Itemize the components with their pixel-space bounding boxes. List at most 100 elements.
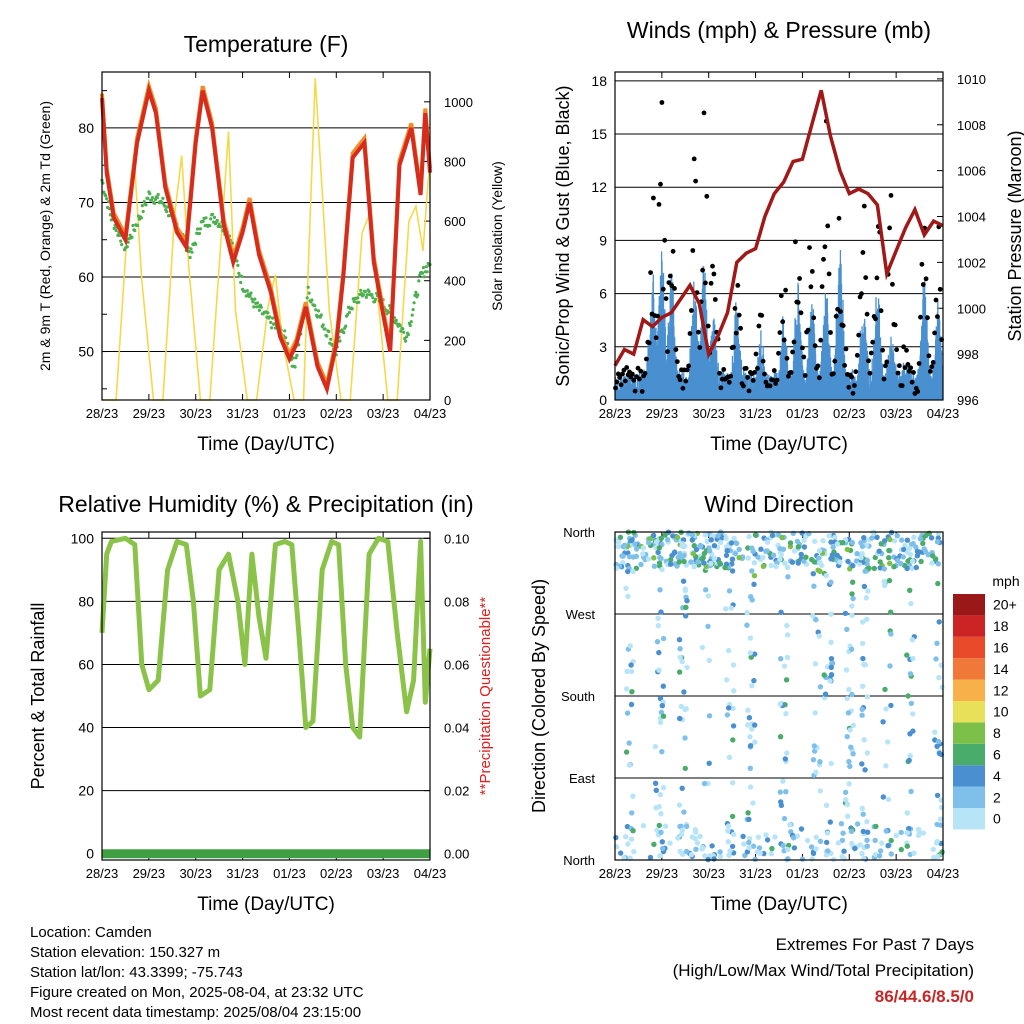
- direction-point: [638, 561, 644, 568]
- y-tick-label: 12: [591, 179, 607, 195]
- dewpoint-point: [163, 204, 167, 208]
- dewpoint-point: [405, 335, 409, 339]
- gust-point: [863, 275, 869, 280]
- colorbar-label: 18: [993, 618, 1009, 634]
- dewpoint-point: [323, 327, 327, 331]
- direction-point: [844, 733, 850, 740]
- direction-point: [660, 635, 667, 642]
- dewpoint-point: [412, 301, 416, 305]
- direction-point: [939, 684, 945, 691]
- y2-tick-label: 0.08: [444, 594, 469, 609]
- gust-point: [908, 365, 914, 371]
- direction-point: [745, 722, 751, 728]
- dewpoint-point: [357, 300, 361, 304]
- colorbar-swatch: [953, 594, 985, 616]
- dewpoint-point: [155, 196, 159, 200]
- dewpoint-point: [152, 201, 157, 205]
- direction-point: [676, 802, 683, 808]
- plot-frame: [614, 531, 944, 861]
- dewpoint-point: [217, 222, 221, 226]
- y-tick-label: 15: [591, 126, 607, 142]
- direction-point: [880, 719, 886, 725]
- direction-point: [692, 827, 698, 833]
- dewpoint-point: [307, 291, 311, 295]
- direction-point: [844, 801, 851, 808]
- direction-point: [883, 763, 889, 769]
- direction-point: [816, 633, 822, 639]
- gust-point: [670, 248, 676, 254]
- dewpoint-point: [252, 305, 256, 309]
- gust-point: [846, 384, 852, 390]
- direction-point: [699, 846, 705, 852]
- dewpoint-point: [253, 297, 257, 301]
- gust-point: [689, 308, 694, 313]
- dewpoint-point: [373, 300, 377, 304]
- direction-point: [854, 821, 861, 827]
- direction-point: [620, 543, 626, 550]
- x-tick-label: 29/23: [646, 406, 679, 421]
- dewpoint-point: [250, 297, 254, 301]
- direction-point: [859, 712, 865, 718]
- gust-point: [821, 256, 826, 262]
- direction-point: [840, 830, 846, 836]
- dewpoint-point: [416, 293, 420, 297]
- gust-point: [704, 193, 710, 199]
- x-tick-label: 30/23: [179, 866, 212, 881]
- direction-point: [848, 744, 854, 750]
- direction-point: [860, 683, 866, 689]
- gust-point: [873, 316, 878, 322]
- direction-point: [832, 534, 838, 541]
- direction-point: [699, 644, 706, 651]
- direction-point: [651, 841, 657, 847]
- y-axis-label: Direction (Colored By Speed): [529, 579, 549, 813]
- direction-point: [668, 557, 674, 563]
- direction-point: [864, 750, 871, 756]
- x-tick-label: 30/23: [692, 866, 725, 881]
- x-tick-label: 28/23: [599, 406, 632, 421]
- gust-point: [708, 280, 714, 286]
- direction-point: [777, 734, 784, 740]
- temp-9m-line: [100, 78, 432, 391]
- direction-point: [813, 846, 819, 852]
- gust-point: [859, 291, 864, 297]
- colorbar-swatch: [953, 679, 985, 701]
- dewpoint-point: [306, 285, 310, 289]
- gust-point: [801, 354, 807, 360]
- direction-point: [656, 822, 662, 829]
- direction-point: [726, 852, 732, 858]
- gust-point: [797, 276, 802, 281]
- gust-point: [890, 281, 895, 287]
- direction-point: [747, 734, 753, 740]
- dewpoint-point: [374, 297, 378, 301]
- direction-point: [861, 583, 868, 590]
- direction-point: [725, 839, 731, 845]
- direction-point: [769, 532, 776, 539]
- colorbar-label: 2: [993, 789, 1001, 805]
- gust-point: [780, 319, 786, 325]
- direction-point: [865, 829, 871, 835]
- direction-point: [659, 566, 665, 573]
- direction-point: [824, 839, 830, 846]
- direction-point: [677, 715, 683, 722]
- colorbar-unit-label: mph: [992, 573, 1019, 589]
- direction-point: [701, 780, 708, 787]
- gust-point: [687, 331, 693, 336]
- dewpoint-point: [361, 293, 366, 297]
- dewpoint-point: [148, 192, 152, 196]
- gust-point: [614, 379, 620, 385]
- direction-point: [904, 652, 910, 658]
- direction-point: [860, 828, 866, 835]
- dewpoint-point: [209, 217, 213, 221]
- direction-point: [872, 851, 879, 858]
- direction-point: [660, 845, 666, 852]
- y-tick-label: 0: [86, 846, 94, 862]
- direction-point: [849, 691, 855, 698]
- dewpoint-point: [236, 263, 240, 267]
- direction-point: [928, 535, 935, 541]
- x-tick-label: 02/23: [833, 866, 866, 881]
- gust-point: [659, 100, 665, 105]
- gust-point: [800, 345, 805, 351]
- dewpoint-point: [359, 288, 363, 292]
- direction-point: [683, 848, 690, 855]
- gust-point: [674, 359, 680, 364]
